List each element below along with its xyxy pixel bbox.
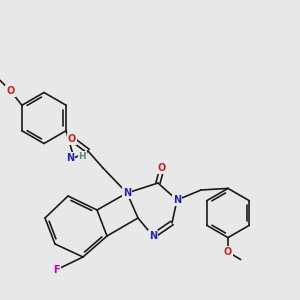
- Text: O: O: [158, 163, 166, 173]
- Text: N: N: [123, 188, 131, 198]
- Text: O: O: [68, 134, 76, 144]
- Text: N: N: [149, 231, 157, 241]
- Text: N: N: [66, 153, 74, 163]
- Text: N: N: [173, 195, 181, 205]
- Text: F: F: [53, 265, 59, 275]
- Text: H: H: [78, 152, 86, 161]
- Text: O: O: [6, 86, 15, 96]
- Text: O: O: [224, 247, 232, 257]
